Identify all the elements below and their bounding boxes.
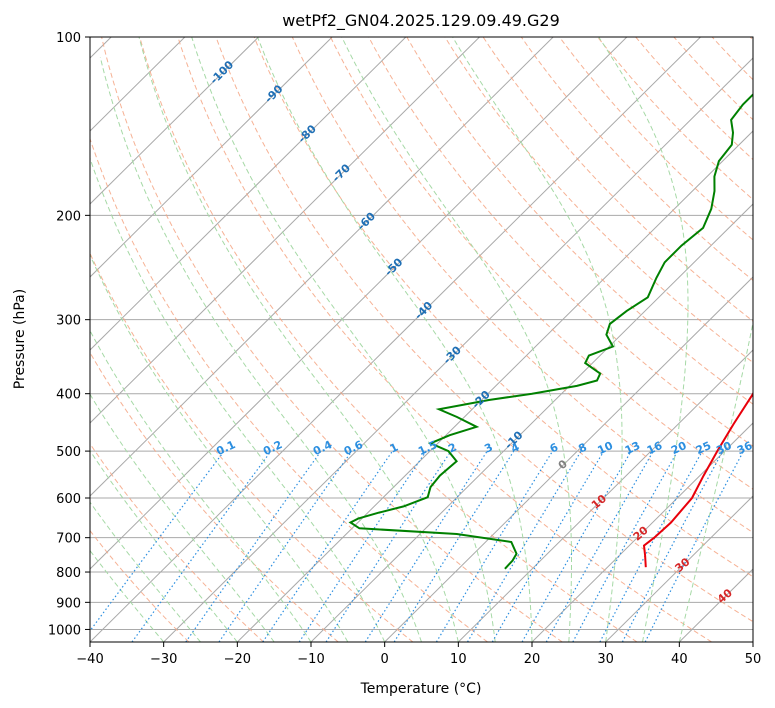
isotherm-line [236, 130, 753, 642]
mixing-ratio-line [521, 450, 632, 642]
x-tick-label: 0 [381, 652, 389, 667]
moist-adiabat-line [452, 37, 623, 642]
y-tick-label: 1000 [48, 623, 81, 638]
plot-frame [89, 36, 754, 643]
background-lines [90, 37, 753, 642]
mixing-ratio-line [262, 450, 393, 642]
x-axis: −40 −30 −20 −10 0 10 20 30 40 50 [76, 642, 761, 667]
y-axis-title: Pressure (hPa) [12, 289, 28, 389]
isotherm-line [90, 37, 554, 497]
dry-adiabat-line [559, 37, 753, 241]
dry-adiabat-line [177, 37, 712, 642]
y-tick-label: 100 [56, 31, 81, 46]
moist-adiabat-line [90, 549, 165, 642]
isotherm-line [310, 203, 753, 642]
mixing-ratio-line [599, 450, 703, 642]
x-axis-title: Temperature (°C) [360, 681, 482, 697]
dry-adiabat-line [101, 37, 563, 642]
mixing-ratio-label: 30 [714, 439, 734, 457]
dry-adiabat-line [90, 351, 339, 642]
mixing-ratio-line [185, 450, 322, 642]
isotherm-line [163, 57, 753, 642]
y-tick-label: 300 [56, 314, 81, 329]
moist-adiabat-line [90, 329, 312, 642]
x-tick-label: 50 [745, 652, 762, 667]
y-tick-label: 600 [56, 492, 81, 507]
dewpoint-line [348, 93, 753, 570]
dry-adiabat-line [520, 37, 753, 282]
isotherm-line [605, 495, 753, 642]
sounding-lines [348, 93, 753, 570]
x-tick-label: 40 [671, 652, 688, 667]
dry-adiabat-line [139, 37, 638, 642]
isotherm-line [457, 349, 753, 642]
mixing-ratio-label: 20 [669, 439, 689, 457]
moist-adiabat-line [138, 37, 459, 642]
temperature-line [642, 390, 753, 568]
mixing-ratio-label: 13 [623, 439, 642, 457]
x-tick-label: −40 [76, 652, 103, 667]
dry-adiabat-line [291, 37, 753, 534]
y-tick-label: 800 [56, 566, 81, 581]
mixing-ratio-line [572, 450, 679, 642]
dry-adiabat-line [444, 37, 753, 364]
mixing-ratio-label: 36 [735, 439, 755, 457]
moist-adiabat-line [99, 57, 422, 642]
mixing-ratio-line [545, 450, 654, 642]
x-tick-label: 20 [524, 652, 541, 667]
y-tick-label: 500 [56, 445, 81, 460]
moist-adiabat-line [598, 37, 689, 642]
y-tick-label: 400 [56, 388, 81, 403]
moist-adiabat-line [90, 449, 238, 642]
y-axis: 100 200 300 400 500 600 700 800 900 1000 [48, 31, 90, 638]
y-tick-label: 900 [56, 596, 81, 611]
plot-area: -100-90-80-70-60-50-40-30-20-100.1 0.2 0.4… [90, 37, 755, 642]
mixing-ratio-line [491, 450, 605, 642]
moist-adiabat-line [341, 37, 572, 642]
y-tick-label: 200 [56, 209, 81, 224]
dry-adiabat-line [368, 37, 753, 447]
isotherm-line [90, 37, 333, 278]
isotherm-line [384, 276, 753, 642]
dry-adiabat-line [406, 37, 753, 405]
mixing-ratio-line [131, 450, 272, 642]
mixing-ratio-label: 16 [645, 439, 665, 457]
mixing-ratio-line [466, 450, 582, 642]
x-tick-label: 10 [450, 652, 467, 667]
moist-adiabat-line [90, 156, 386, 642]
y-tick-label: 700 [56, 532, 81, 547]
mixing-ratio-line [393, 450, 515, 642]
x-tick-label: −30 [150, 652, 177, 667]
chart-title: wetPf2_GN04.2025.129.09.49.G29 [282, 11, 560, 31]
dry-adiabat-line [330, 37, 753, 490]
isotherm-line [90, 37, 701, 642]
moist-adiabat-line [191, 37, 496, 642]
x-tick-label: −20 [224, 652, 251, 667]
dry-adiabat-line [253, 37, 753, 578]
dry-adiabat-line [215, 37, 753, 623]
dry-adiabat-line [90, 137, 488, 642]
mixing-ratio-label: 25 [694, 439, 713, 457]
moist-adiabat-line [90, 253, 349, 642]
mixing-ratio-line [364, 450, 488, 642]
isotherm-line [531, 422, 753, 642]
moist-adiabat-line [257, 37, 533, 642]
dry-adiabat-line [635, 37, 753, 161]
mixing-ratio-label: 10 [596, 439, 616, 457]
mixing-ratio-line [435, 450, 554, 642]
isotherm-line [90, 37, 259, 205]
isotherm-line [90, 37, 480, 424]
x-tick-label: −10 [297, 652, 324, 667]
dry-adiabat-line [90, 252, 414, 642]
x-tick-label: 30 [597, 652, 614, 667]
